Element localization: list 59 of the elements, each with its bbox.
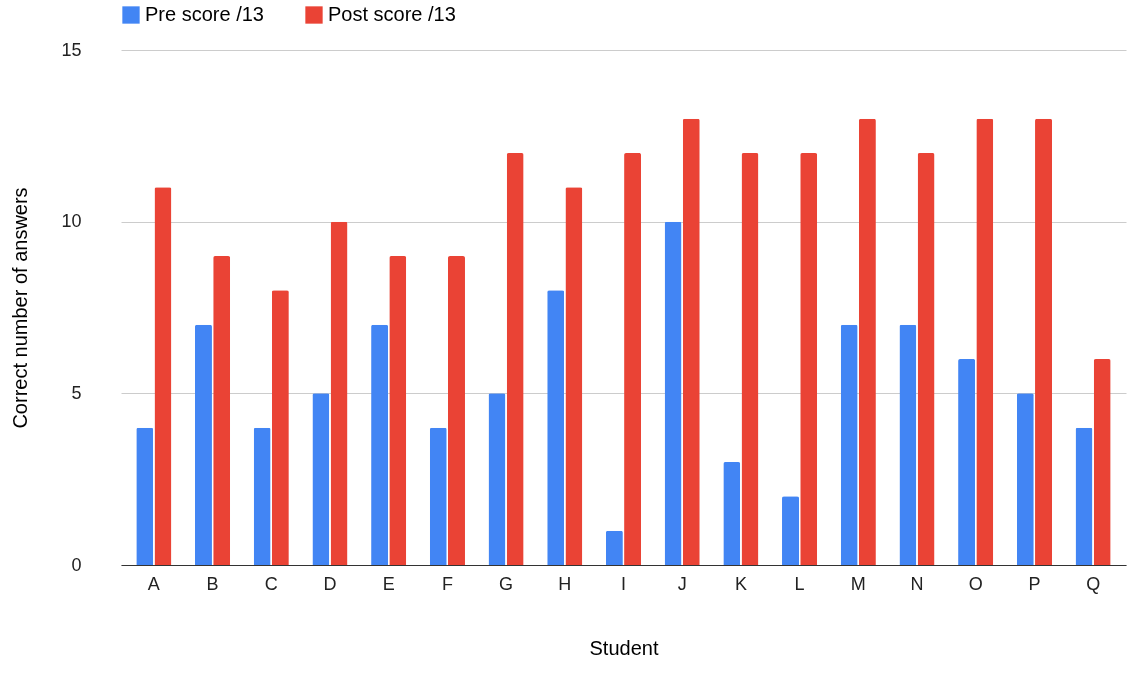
legend-label: Post score /13 [328, 3, 456, 25]
bar [312, 393, 330, 565]
bar [723, 462, 741, 565]
y-tick-label: 15 [61, 39, 82, 60]
y-tick-label: 10 [61, 211, 82, 232]
bar [253, 427, 271, 565]
x-tick-label: L [794, 573, 805, 594]
bar [782, 496, 800, 565]
bar [976, 118, 994, 565]
x-tick-label: J [677, 573, 687, 594]
x-tick-label: M [850, 573, 866, 594]
x-tick-label: H [558, 573, 572, 594]
bar [605, 530, 623, 565]
bar [1016, 393, 1034, 565]
legend-label: Pre score /13 [145, 3, 264, 25]
bar [271, 290, 289, 565]
bar [741, 153, 759, 565]
bar [371, 324, 389, 565]
bar [800, 153, 818, 565]
bar [429, 427, 447, 565]
bar [1093, 359, 1111, 565]
x-tick-label: Q [1086, 573, 1101, 594]
bar [488, 393, 506, 565]
bar [1075, 427, 1093, 565]
bar [1035, 118, 1053, 565]
bar [899, 324, 917, 565]
bar [330, 221, 348, 565]
x-tick-label: G [499, 573, 514, 594]
x-tick-label: A [147, 573, 160, 594]
x-tick-label: E [382, 573, 395, 594]
x-tick-label: C [264, 573, 278, 594]
bar [565, 187, 583, 565]
bar [547, 290, 565, 565]
bar [447, 256, 465, 565]
bar [917, 153, 935, 565]
x-tick-label: F [441, 573, 453, 594]
x-tick-label: I [620, 573, 627, 594]
bar [154, 187, 172, 565]
bar [682, 118, 700, 565]
bar [858, 118, 876, 565]
x-tick-label: D [323, 573, 337, 594]
bar [624, 153, 642, 565]
bar [136, 427, 154, 565]
y-axis-title: Correct number of answers [9, 187, 32, 429]
y-tick-label: 5 [71, 382, 82, 403]
x-tick-label: O [968, 573, 983, 594]
bar [506, 153, 524, 565]
bar [213, 256, 231, 565]
x-tick-label: N [910, 573, 924, 594]
bar [664, 221, 682, 565]
bar [389, 256, 407, 565]
x-axis-title: Student [589, 636, 659, 659]
y-tick-label: 0 [71, 554, 82, 575]
bar [958, 359, 976, 565]
x-tick-label: P [1028, 573, 1041, 594]
bar [194, 324, 212, 565]
x-tick-label: K [734, 573, 747, 594]
bar [840, 324, 858, 565]
x-tick-label: B [206, 573, 219, 594]
